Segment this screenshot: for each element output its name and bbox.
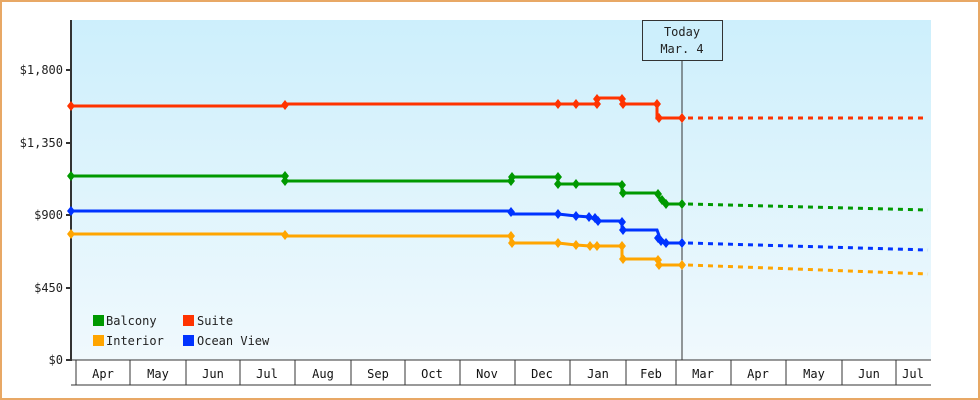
ocean-view-swatch-icon: [183, 335, 194, 346]
series-balcony: [67, 171, 929, 212]
today-label: Today: [664, 25, 700, 39]
month-label: Nov: [476, 367, 498, 381]
legend-item-interior[interactable]: Interior: [93, 334, 164, 348]
month-label: Aug: [312, 367, 334, 381]
month-label: Oct: [421, 367, 443, 381]
month-label: Feb: [640, 367, 662, 381]
legend-label: Interior: [106, 334, 164, 348]
y-ticks: [66, 69, 71, 361]
legend-item-balcony[interactable]: Balcony: [93, 314, 157, 328]
suite-swatch-icon: [183, 315, 194, 326]
interior-swatch-icon: [93, 335, 104, 346]
month-label: Mar: [692, 367, 714, 381]
month-label: Apr: [92, 367, 114, 381]
today-date: Mar. 4: [660, 42, 703, 56]
series-suite: [67, 94, 928, 123]
today-callout: Today Mar. 4: [642, 20, 723, 61]
month-label: Jul: [902, 367, 924, 381]
y-label-0: $0: [49, 353, 63, 367]
legend-label: Suite: [197, 314, 233, 328]
series-ocean-view: [67, 206, 929, 252]
legend-item-ocean-view[interactable]: Ocean View: [183, 334, 270, 348]
y-tick-labels: $1,800 $1,350 $900 $450 $0: [20, 63, 63, 367]
month-label: Jun: [858, 367, 880, 381]
month-label: May: [147, 367, 169, 381]
y-label-450: $450: [34, 281, 63, 295]
month-label: Jan: [587, 367, 609, 381]
month-label: Dec: [531, 367, 553, 381]
y-label-1350: $1,350: [20, 136, 63, 150]
legend-item-suite[interactable]: Suite: [183, 314, 233, 328]
x-axis: Apr May Jun Jul Aug Sep Oct Nov Dec Jan …: [71, 359, 931, 386]
month-label: Jun: [202, 367, 224, 381]
y-label-900: $900: [34, 208, 63, 222]
month-label: Jul: [256, 367, 278, 381]
balcony-swatch-icon: [93, 315, 104, 326]
month-label: Apr: [747, 367, 769, 381]
legend-label: Ocean View: [197, 334, 270, 348]
month-label: May: [803, 367, 825, 381]
legend-label: Balcony: [106, 314, 157, 328]
y-label-1800: $1,800: [20, 63, 63, 77]
plot-area: [72, 20, 931, 360]
legend: Balcony Suite Interior Ocean View: [93, 314, 270, 348]
series-interior: [67, 229, 929, 276]
month-label: Sep: [367, 367, 389, 381]
